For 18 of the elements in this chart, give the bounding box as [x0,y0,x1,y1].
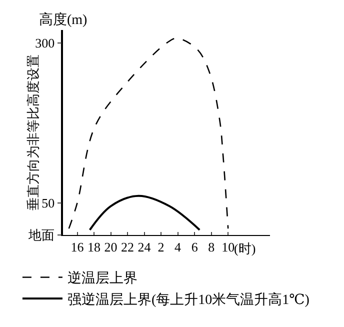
x-tick-label: 8 [208,240,215,255]
y-tick-label: 50 [42,196,55,211]
x-tick-label: 20 [104,240,118,255]
x-tick-label: 18 [88,240,101,255]
legend-label: 强逆温层上界(每上升10米气温升高1℃) [67,292,310,308]
x-tick-label: 10 [222,240,235,255]
y-tick-label: 300 [35,35,55,50]
text: 垂直方向为非等比高度设置 [26,54,41,211]
x-axis-title: (时) [234,241,256,256]
y-tick-label: 地面 [28,228,55,243]
y-axis-title: 高度(m) [39,12,88,28]
x-tick-label: 2 [158,240,164,255]
x-tick-label: 16 [70,240,84,255]
legend-label: 逆温层上界 [67,270,138,287]
x-tick-label: 4 [174,240,182,255]
x-tick-label: 6 [191,240,198,255]
x-tick-label: 22 [121,240,134,255]
x-tick-label: 24 [138,240,152,255]
